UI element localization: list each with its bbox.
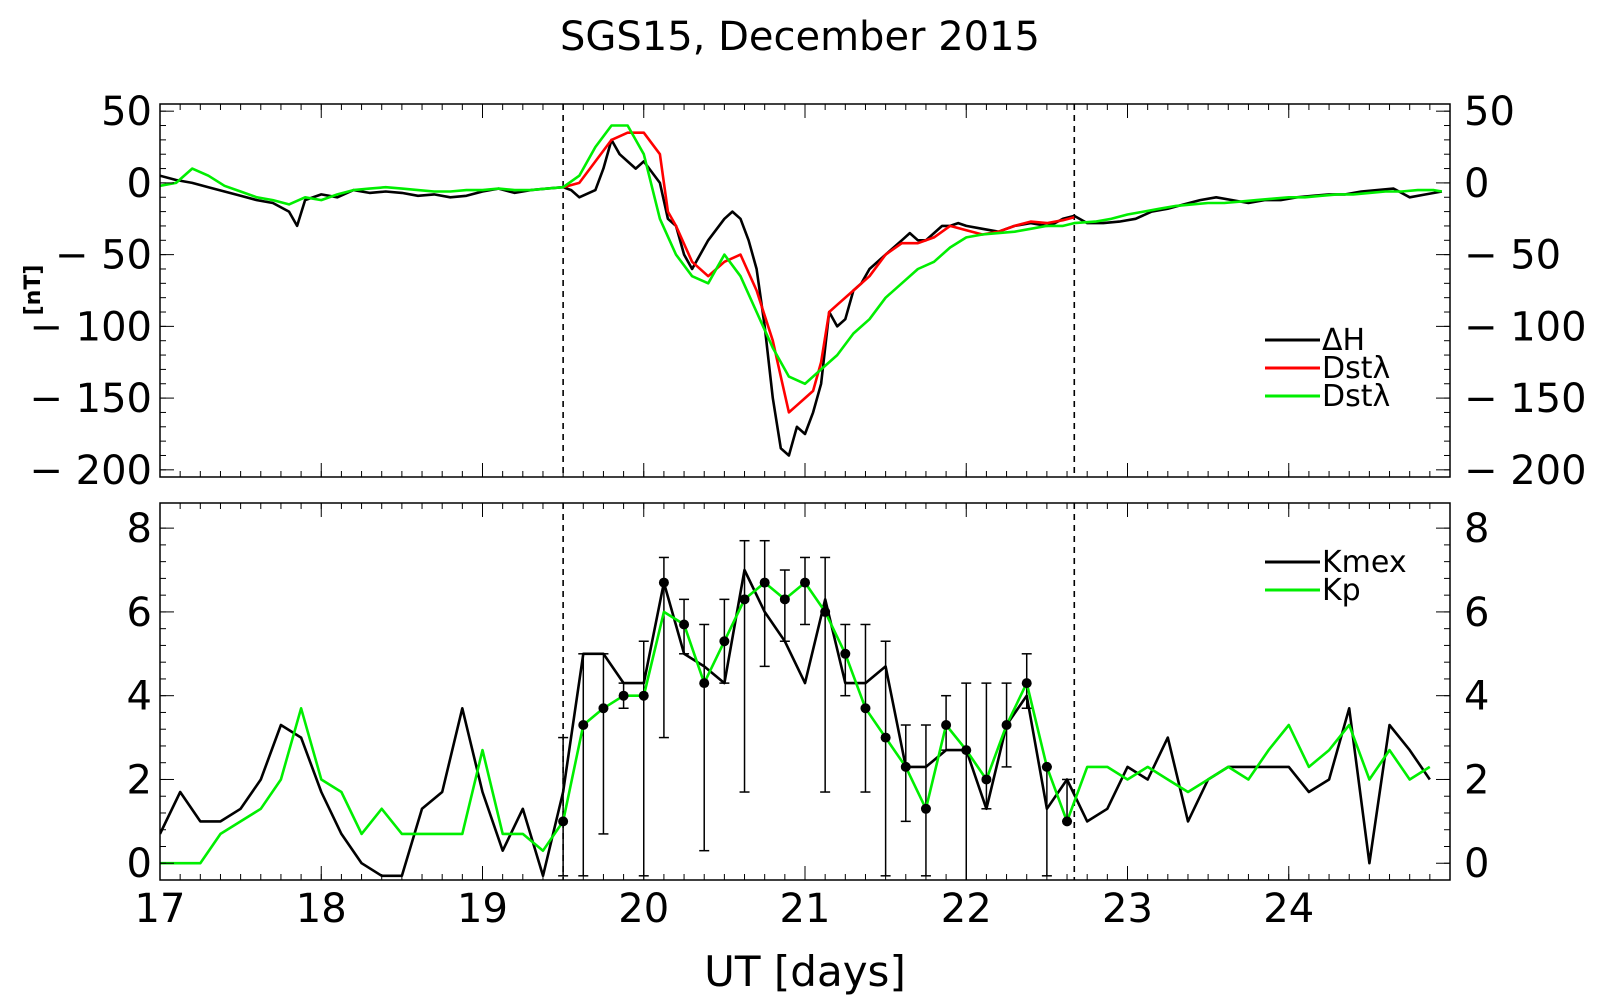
top-ytick-label-right: 0 — [1464, 161, 1489, 207]
kmex-point — [779, 594, 790, 605]
top-ytick-label-left: 0 — [127, 161, 152, 207]
bottom-ytick-label-right: 0 — [1464, 841, 1489, 887]
kmex-point — [820, 606, 831, 617]
kmex-point — [638, 690, 649, 701]
top-ytick-label-left: 50 — [101, 89, 152, 135]
bottom-legend-label: Kmex — [1322, 545, 1407, 580]
kmex-point — [1062, 816, 1073, 827]
kmex-point — [961, 745, 972, 756]
top-ytick-label-right: − 200 — [1464, 448, 1587, 494]
bottom-xtick-label: 18 — [296, 886, 347, 932]
kmex-point — [578, 720, 589, 731]
bottom-xtick-label: 24 — [1263, 886, 1314, 932]
top-legend-label: ΔH — [1322, 323, 1365, 358]
bottom-ytick-label-right: 2 — [1464, 757, 1489, 803]
top-ytick-label-right: − 100 — [1464, 304, 1587, 350]
kmex-point — [880, 732, 891, 743]
kmex-point — [658, 577, 669, 588]
kmex-point — [759, 577, 770, 588]
kmex-point — [800, 577, 810, 588]
bottom-xtick-label: 19 — [457, 886, 508, 932]
kmex-point — [679, 619, 690, 630]
kmex-point — [1021, 678, 1032, 689]
bottom-ytick-label-left: 2 — [127, 757, 152, 803]
top-ytick-label-right: 50 — [1464, 89, 1515, 135]
chart-title: SGS15, December 2015 — [560, 14, 1040, 60]
kmex-point — [941, 720, 952, 731]
top-ytick-label-left: − 200 — [29, 448, 152, 494]
bottom-ytick-label-right: 8 — [1464, 506, 1489, 552]
bottom-series-line-1 — [160, 581, 1431, 865]
bottom-xtick-label: 23 — [1102, 886, 1153, 932]
bottom-xlabel: UT [days] — [704, 947, 906, 996]
kmex-point — [699, 678, 710, 689]
bottom-xtick-label: 22 — [941, 886, 992, 932]
bottom-ytick-label-right: 6 — [1464, 590, 1489, 636]
top-legend-label: Dstλ — [1322, 379, 1390, 414]
kmex-point — [618, 690, 629, 701]
top-ytick-label-right: − 50 — [1464, 233, 1561, 279]
bottom-plot-area — [160, 503, 1431, 880]
kmex-point — [1041, 761, 1052, 772]
bottom-legend-label: Kp — [1322, 573, 1361, 608]
bottom-ytick-label-left: 6 — [127, 590, 152, 636]
kmex-point — [900, 761, 911, 772]
bottom-ytick-label-right: 4 — [1464, 674, 1489, 720]
kmex-point — [739, 594, 750, 605]
bottom-series-line-0 — [160, 568, 1431, 878]
top-series-line-2 — [160, 124, 1443, 386]
top-ytick-label-left: − 50 — [55, 233, 152, 279]
bottom-ytick-label-left: 0 — [127, 841, 152, 887]
kmex-point — [558, 816, 569, 827]
bottom-ytick-label-left: 4 — [127, 674, 152, 720]
kmex-point — [1001, 720, 1012, 731]
bottom-ytick-label-left: 8 — [127, 506, 152, 552]
top-ylabel: [nT] — [21, 265, 46, 316]
kmex-point — [981, 774, 992, 785]
bottom-xtick-label: 21 — [780, 886, 831, 932]
kmex-point — [719, 636, 730, 647]
kmex-point — [598, 703, 609, 714]
top-plot-area — [160, 104, 1443, 477]
kmex-point — [840, 648, 851, 659]
top-ytick-label-left: − 100 — [29, 304, 152, 350]
bottom-xtick-label: 20 — [618, 886, 669, 932]
kmex-point — [860, 703, 871, 714]
top-panel-frame — [159, 103, 1451, 478]
kmex-point — [920, 803, 931, 814]
top-series-line-0 — [160, 138, 1443, 457]
bottom-xtick-label: 17 — [135, 886, 186, 932]
top-ytick-label-left: − 150 — [29, 376, 152, 422]
top-ytick-label-right: − 150 — [1464, 376, 1587, 422]
top-legend-label: Dstλ — [1322, 351, 1390, 386]
